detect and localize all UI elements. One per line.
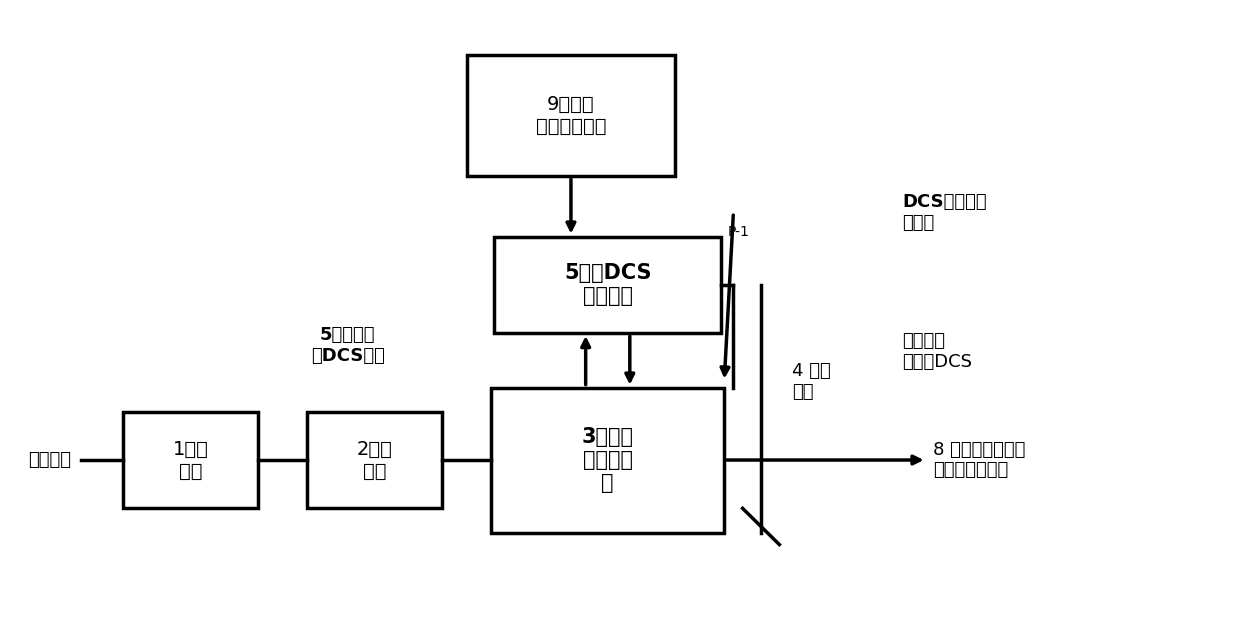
Text: 4 测温
元件: 4 测温 元件	[791, 362, 831, 401]
Bar	[491, 387, 724, 533]
Text: 5机组DCS
控制系统: 5机组DCS 控制系统	[564, 263, 651, 307]
Text: 压缩空气
温度到DCS: 压缩空气 温度到DCS	[901, 332, 972, 371]
Text: 8 加热的压缩空气
到汽轮机的接口: 8 加热的压缩空气 到汽轮机的接口	[932, 441, 1025, 480]
Bar	[466, 55, 675, 176]
Text: DCS控制信号
到装置: DCS控制信号 到装置	[901, 193, 987, 232]
Text: 3压缩空
气加热装
置: 3压缩空 气加热装 置	[582, 427, 634, 493]
Text: P-1: P-1	[728, 225, 750, 239]
Bar	[308, 412, 443, 509]
Text: 压缩空气: 压缩空气	[27, 451, 71, 469]
Bar	[124, 412, 258, 509]
Text: 1除油
装置: 1除油 装置	[172, 439, 208, 481]
Text: 2除水
装置: 2除水 装置	[357, 439, 393, 481]
Text: 9汽轮机
汽缸内壁温度: 9汽轮机 汽缸内壁温度	[536, 95, 606, 136]
Text: 5信号采集
到DCS电缆: 5信号采集 到DCS电缆	[311, 326, 384, 365]
Bar	[495, 237, 722, 333]
